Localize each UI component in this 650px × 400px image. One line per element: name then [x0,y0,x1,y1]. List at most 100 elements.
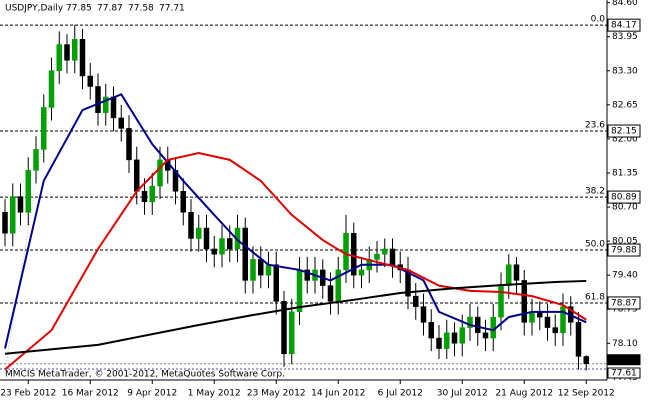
candle-body [87,75,93,87]
candle-body [2,212,8,234]
x-tick-label: 9 Apr 2012 [127,389,177,399]
candle-body [196,227,202,239]
moving-average [4,93,587,349]
candle-body [413,295,419,307]
price-box [607,124,641,138]
candle-body [211,248,217,255]
candle-body [41,107,47,150]
candle-body [149,185,155,203]
fib-price-label: 79.88 [611,246,637,256]
y-tick-label: 81.35 [612,168,638,178]
moving-average [4,279,587,355]
candle-body [374,253,380,260]
x-tick-label: 14 Jun 2012 [311,389,365,399]
fib-level-label: 38.2 [585,187,605,197]
candle-body [242,227,248,281]
x-tick-label: 21 Aug 2012 [495,389,553,399]
header-ohlc: 77.71 [159,4,185,14]
price-box [607,190,641,204]
y-tick-label: 80.70 [612,203,638,213]
candle-body [289,311,295,355]
candle-body [265,264,272,276]
candle-body [281,301,287,355]
candle-body [506,264,512,286]
candle-body [110,96,117,119]
candle-body [64,44,70,61]
candle-body [157,159,163,187]
candle-body [351,232,357,276]
candle-body [203,227,210,250]
candle-body [552,327,558,334]
candle-body [79,39,86,77]
fib-level-label: 0.0 [591,15,606,25]
fib-price-label: 80.89 [611,193,637,203]
x-tick-label: 23 May 2012 [247,389,306,399]
header-ohlc: 77.87 [97,4,123,14]
candle-body [33,149,39,171]
y-tick-label: 79.40 [612,271,638,281]
candle-body [118,117,124,129]
candle-body [459,327,465,344]
candle-body [420,306,427,323]
x-tick-label: 30 Jul 2012 [437,389,488,399]
y-tick-label: 83.30 [612,66,638,76]
candle-body [126,128,132,161]
candle-body [467,316,473,328]
x-tick-label: 6 Jul 2012 [378,389,423,399]
fib-level-label: 23.6 [585,121,605,131]
y-tick-label: 83.95 [612,32,638,42]
header-ohlc: 77.58 [128,4,154,14]
candle-body [513,264,520,281]
candle-body [48,70,55,108]
candle-body [250,259,256,281]
candle-body [219,238,225,255]
candle-body [227,238,233,250]
candle-body [273,264,279,302]
candle-body [560,306,566,334]
fib-price-label: 84.17 [611,21,637,31]
moving-average [4,152,587,371]
candle-body [358,269,365,276]
candle-body [343,232,349,271]
candle-body [103,96,109,113]
candle-body [327,285,334,302]
candle-body [17,196,24,213]
y-tick-label: 78.75 [612,305,638,315]
candle-body [444,332,450,349]
candle-body [296,269,303,313]
candle-body [475,316,481,334]
fib-level-label: 50.0 [585,240,605,250]
x-tick-label: 1 May 2012 [188,389,241,399]
y-tick-label: 80.05 [612,237,638,247]
candle-body [56,44,62,72]
candle-body [304,269,310,281]
price-box [607,296,641,310]
candle-body [382,248,388,255]
watermark: MMCIS MetaTrader, © 2001-2012, MetaQuote… [5,370,285,380]
price-marker-label: 77.71 [611,355,637,365]
candle-body [436,337,442,349]
candle-body [544,316,551,328]
candle-body [180,191,186,213]
candle-body [428,322,434,339]
header-ohlc: 77.85 [66,4,92,14]
candle-body [95,86,101,113]
candle-body [141,191,148,203]
y-tick-label: 84.60 [612,0,638,8]
fib-price-label: 82.15 [611,127,637,137]
candle-body [575,322,582,357]
candle-body [188,212,194,239]
price-box [607,243,641,257]
candle-body [134,159,140,192]
symbol: USDJPY,Daily [5,4,64,14]
y-tick-label: 82.65 [612,100,638,110]
fib-level-label: 61.8 [585,292,605,302]
candle-body [25,170,31,213]
candle-body [521,280,527,323]
candle-body [529,311,535,323]
y-tick-label: 82.00 [612,134,638,144]
candle-body [451,332,458,344]
candle-body [482,332,489,339]
